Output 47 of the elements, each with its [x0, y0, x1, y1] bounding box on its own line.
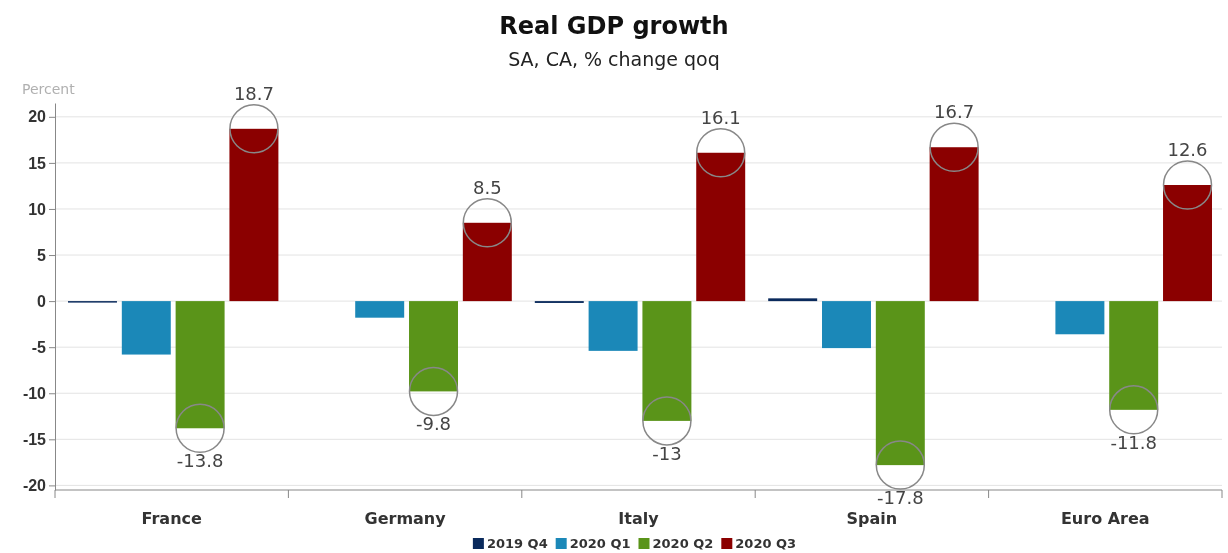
- bar: [462, 222, 512, 302]
- bar: [642, 301, 692, 421]
- y-tick-label: 5: [37, 246, 47, 264]
- y-tick-label: 0: [37, 292, 47, 310]
- y-tick-label: -5: [31, 338, 47, 356]
- bar: [822, 301, 871, 349]
- data-label: -17.8: [877, 487, 924, 509]
- bar: [696, 152, 746, 302]
- x-tick-label: Italy: [618, 509, 660, 528]
- data-label: 18.7: [233, 82, 274, 104]
- chart-title: Real GDP growth: [499, 12, 729, 40]
- bar: [588, 301, 638, 351]
- chart-subtitle: SA, CA, % change qoq: [508, 48, 720, 70]
- bar: [1163, 185, 1212, 302]
- bar: [875, 301, 925, 466]
- x-tick-label: Euro Area: [1060, 509, 1150, 528]
- y-tick-label: -20: [22, 477, 47, 495]
- bar: [409, 301, 458, 392]
- y-tick-label: -15: [22, 430, 47, 448]
- bar: [929, 147, 979, 302]
- x-tick-label: Germany: [364, 509, 447, 528]
- legend-label: 2020 Q1: [569, 536, 631, 551]
- data-label: -11.8: [1110, 431, 1157, 453]
- data-label: 8.5: [473, 176, 502, 198]
- legend-label: 2020 Q3: [735, 536, 797, 551]
- data-label: -13: [652, 442, 682, 464]
- bar: [1055, 301, 1105, 335]
- x-tick-label: Spain: [846, 509, 898, 528]
- legend-label: 2019 Q4: [486, 536, 548, 551]
- data-label: -9.8: [415, 413, 452, 435]
- x-tick-label: France: [141, 509, 202, 528]
- bar: [175, 301, 225, 429]
- y-axis-title: Percent: [22, 81, 76, 97]
- y-tick-label: 20: [28, 108, 47, 126]
- data-label: 12.6: [1167, 139, 1208, 161]
- bar: [768, 298, 818, 302]
- bar: [1109, 301, 1159, 410]
- data-label: 16.7: [934, 101, 975, 123]
- bar: [229, 128, 279, 302]
- bar: [121, 301, 171, 355]
- data-label: 16.1: [700, 106, 741, 128]
- y-tick-label: 10: [28, 200, 47, 218]
- data-label: -13.8: [176, 450, 224, 472]
- legend-label: 2020 Q2: [652, 536, 714, 551]
- y-tick-label: 15: [28, 154, 47, 172]
- y-tick-label: -10: [22, 384, 47, 402]
- bar: [355, 301, 405, 318]
